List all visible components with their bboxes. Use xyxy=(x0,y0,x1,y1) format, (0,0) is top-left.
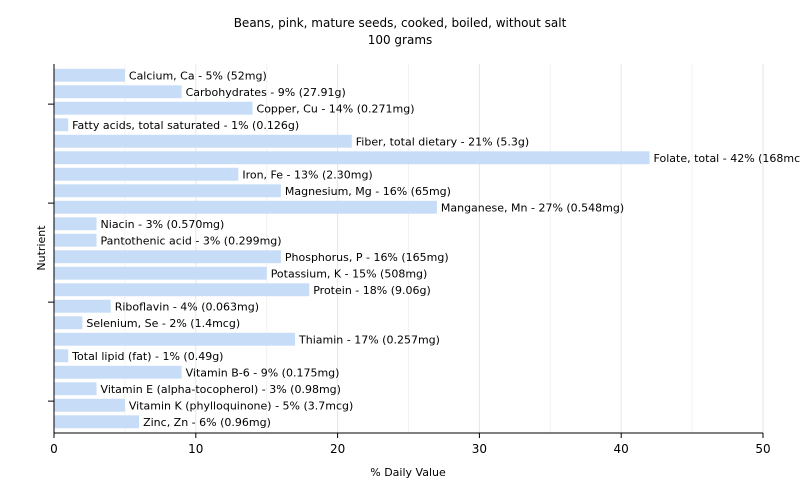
bar xyxy=(54,365,182,379)
bar-label: Niacin - 3% (0.570mg) xyxy=(101,218,225,231)
bar-label: Carbohydrates - 9% (27.91g) xyxy=(186,86,346,99)
bar-label: Vitamin E (alpha-tocopherol) - 3% (0.98m… xyxy=(101,383,341,396)
bar-label: Calcium, Ca - 5% (52mg) xyxy=(129,69,267,82)
bar xyxy=(54,332,296,346)
bar xyxy=(54,250,281,264)
bar-label: Riboflavin - 4% (0.063mg) xyxy=(115,300,259,313)
bar xyxy=(54,118,69,132)
bars: Calcium, Ca - 5% (52mg) Carbohydrates - 9… xyxy=(54,68,800,429)
bar-label: Fiber, total dietary - 21% (5.3g) xyxy=(356,135,529,148)
chart-subtitle: 100 grams xyxy=(368,33,433,47)
x-axis-label: % Daily Value xyxy=(370,466,446,479)
bar xyxy=(54,382,97,396)
bar xyxy=(54,299,111,313)
x-tick-label: 40 xyxy=(614,442,629,456)
bar xyxy=(54,85,182,99)
bar-label: Phosphorus, P - 16% (165mg) xyxy=(285,251,449,264)
bar xyxy=(54,217,97,231)
axes: 0 10 20 30 40 50 xyxy=(48,64,771,456)
bar-label: Copper, Cu - 14% (0.271mg) xyxy=(257,102,415,115)
bar xyxy=(54,101,253,115)
x-tick-label: 50 xyxy=(755,442,770,456)
bar xyxy=(54,349,69,363)
x-tick-label: 30 xyxy=(472,442,487,456)
x-tick-label: 20 xyxy=(330,442,345,456)
bar xyxy=(54,283,310,297)
bar-label: Potassium, K - 15% (508mg) xyxy=(271,267,428,280)
bar xyxy=(54,151,650,165)
bar-label: Pantothenic acid - 3% (0.299mg) xyxy=(101,234,282,247)
bar-label: Zinc, Zn - 6% (0.96mg) xyxy=(143,416,271,429)
x-tick-label: 10 xyxy=(188,442,203,456)
bar xyxy=(54,233,97,247)
bar-label: Iron, Fe - 13% (2.30mg) xyxy=(242,168,372,181)
bar xyxy=(54,184,281,198)
bar-label: Magnesium, Mg - 16% (65mg) xyxy=(285,185,451,198)
bar xyxy=(54,200,437,214)
y-axis-label: Nutrient xyxy=(35,225,48,271)
bar-label: Fatty acids, total saturated - 1% (0.126… xyxy=(72,119,299,132)
gridlines xyxy=(124,64,764,433)
bar-label: Folate, total - 42% (168mcg) xyxy=(654,152,800,165)
bar-label: Total lipid (fat) - 1% (0.49g) xyxy=(71,350,223,363)
bar xyxy=(54,167,239,181)
bar-label: Thiamin - 17% (0.257mg) xyxy=(298,333,440,346)
bar xyxy=(54,415,140,429)
bar xyxy=(54,134,352,148)
bar-label: Protein - 18% (9.06g) xyxy=(313,284,431,297)
bar-label: Vitamin K (phylloquinone) - 5% (3.7mcg) xyxy=(129,399,353,412)
x-tick-label: 0 xyxy=(50,442,58,456)
bar xyxy=(54,398,125,412)
bar xyxy=(54,68,125,82)
bar-label: Manganese, Mn - 27% (0.548mg) xyxy=(441,201,624,214)
bar-label: Vitamin B-6 - 9% (0.175mg) xyxy=(186,366,340,379)
bar xyxy=(54,316,83,330)
chart-title: Beans, pink, mature seeds, cooked, boile… xyxy=(234,16,567,30)
bar xyxy=(54,266,267,280)
bar-label: Selenium, Se - 2% (1.4mcg) xyxy=(86,317,240,330)
